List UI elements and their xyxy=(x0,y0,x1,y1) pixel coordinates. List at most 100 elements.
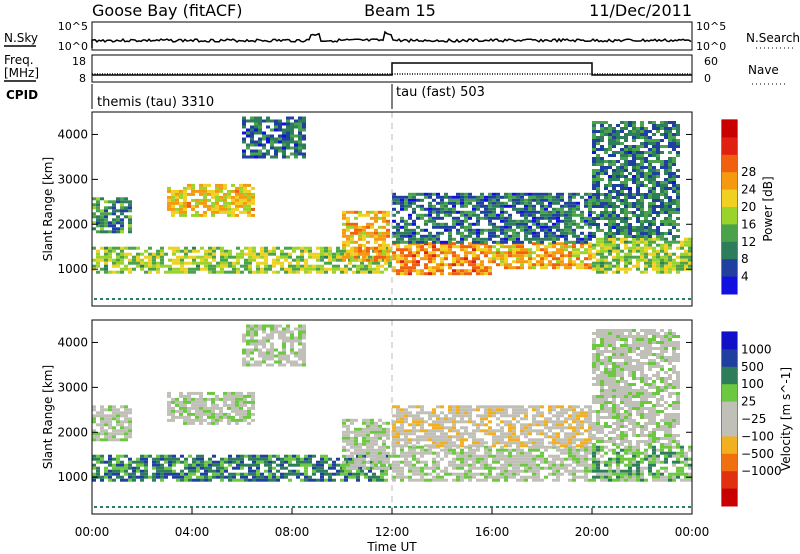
heatmap-cell xyxy=(668,169,672,172)
heatmap-cell xyxy=(262,137,266,141)
heatmap-cell xyxy=(684,240,688,244)
heatmap-cell xyxy=(652,261,656,265)
heatmap-cell xyxy=(628,223,632,226)
heatmap-cell xyxy=(684,463,688,467)
heatmap-cell xyxy=(448,234,452,238)
heatmap-cell xyxy=(624,220,628,223)
heatmap-cell xyxy=(588,237,592,241)
heatmap-cell xyxy=(432,248,436,252)
heatmap-cell xyxy=(520,454,524,458)
heatmap-cell xyxy=(396,438,400,442)
heatmap-cell xyxy=(247,213,251,217)
heatmap-cell xyxy=(312,255,316,259)
heatmap-cell xyxy=(112,472,116,476)
y-tick-label: 4000 xyxy=(57,127,88,141)
heatmap-cell xyxy=(676,184,680,187)
heatmap-cell xyxy=(676,127,680,130)
heatmap-cell xyxy=(404,411,408,415)
heatmap-cell xyxy=(520,201,524,205)
heatmap-cell xyxy=(320,460,324,464)
heatmap-cell xyxy=(608,139,612,142)
heatmap-cell xyxy=(296,469,300,473)
heatmap-cell xyxy=(424,248,428,252)
heatmap-cell xyxy=(468,435,472,439)
heatmap-cell xyxy=(676,298,679,300)
heatmap-cell xyxy=(660,187,664,190)
heatmap-cell xyxy=(592,196,596,199)
heatmap-cell xyxy=(564,245,568,249)
heatmap-cell xyxy=(600,258,604,262)
heatmap-cell xyxy=(304,298,307,300)
heatmap-cell xyxy=(610,298,613,300)
heatmap-cell xyxy=(478,298,481,300)
heatmap-cell xyxy=(536,192,540,196)
heatmap-cell xyxy=(320,466,324,470)
heatmap-cell xyxy=(616,466,620,470)
heatmap-cell xyxy=(448,441,452,445)
heatmap-cell xyxy=(128,475,132,479)
heatmap-cell xyxy=(232,457,236,461)
heatmap-cell xyxy=(500,457,504,461)
heatmap-cell xyxy=(660,237,664,241)
heatmap-cell xyxy=(648,243,652,247)
heatmap-cell xyxy=(199,418,203,422)
heatmap-cell xyxy=(484,254,488,258)
heatmap-cell xyxy=(183,415,187,419)
colorbar-block xyxy=(722,137,737,156)
heatmap-cell xyxy=(564,466,568,470)
heatmap-cell xyxy=(256,466,260,470)
colorbar-block xyxy=(722,120,737,138)
heatmap-cell xyxy=(240,270,244,274)
heatmap-cell xyxy=(264,261,268,265)
heatmap-cell xyxy=(382,433,386,437)
heatmap-cell xyxy=(224,466,228,470)
heatmap-cell xyxy=(244,298,247,300)
heatmap-cell xyxy=(278,122,282,126)
heatmap-cell xyxy=(112,227,116,231)
heatmap-cell xyxy=(676,469,680,473)
heatmap-cell xyxy=(620,208,624,211)
heatmap-cell xyxy=(112,426,116,430)
heatmap-cell xyxy=(207,204,211,208)
heatmap-cell xyxy=(640,163,644,166)
heatmap-cell xyxy=(316,270,320,274)
heatmap-cell xyxy=(231,213,235,217)
heatmap-cell xyxy=(652,187,656,190)
heatmap-cell xyxy=(604,298,607,300)
heatmap-cell xyxy=(436,444,440,448)
heatmap-cell xyxy=(464,408,468,412)
heatmap-cell xyxy=(572,469,576,473)
heatmap-cell xyxy=(644,130,648,133)
heatmap-cell xyxy=(680,448,684,452)
heatmap-cell xyxy=(392,429,396,433)
heatmap-cell xyxy=(256,454,260,458)
heatmap-cell xyxy=(298,354,302,358)
heatmap-cell xyxy=(344,478,348,482)
heatmap-cell xyxy=(628,267,632,271)
heatmap-cell xyxy=(428,466,432,470)
heatmap-cell xyxy=(164,472,168,476)
heatmap-cell xyxy=(116,423,120,427)
heatmap-cell xyxy=(484,248,488,252)
heatmap-cell xyxy=(258,363,262,367)
heatmap-cell xyxy=(488,207,492,211)
heatmap-cell xyxy=(286,134,290,138)
heatmap-cell xyxy=(120,469,124,473)
heatmap-cell xyxy=(96,197,100,201)
heatmap-cell xyxy=(290,333,294,337)
heatmap-cell xyxy=(96,435,100,439)
heatmap-cell xyxy=(386,252,390,256)
heatmap-cell xyxy=(199,421,203,425)
heatmap-cell xyxy=(592,133,596,136)
heatmap-cell xyxy=(179,207,183,211)
heatmap-cell xyxy=(382,246,386,250)
heatmap-cell xyxy=(354,427,358,431)
heatmap-cell xyxy=(472,266,476,270)
heatmap-cell xyxy=(424,435,428,439)
heatmap-cell xyxy=(452,216,456,220)
heatmap-cell xyxy=(282,348,286,352)
heatmap-cell xyxy=(252,472,256,476)
heatmap-cell xyxy=(235,421,239,425)
heatmap-cell xyxy=(476,269,480,273)
heatmap-cell xyxy=(640,151,644,154)
